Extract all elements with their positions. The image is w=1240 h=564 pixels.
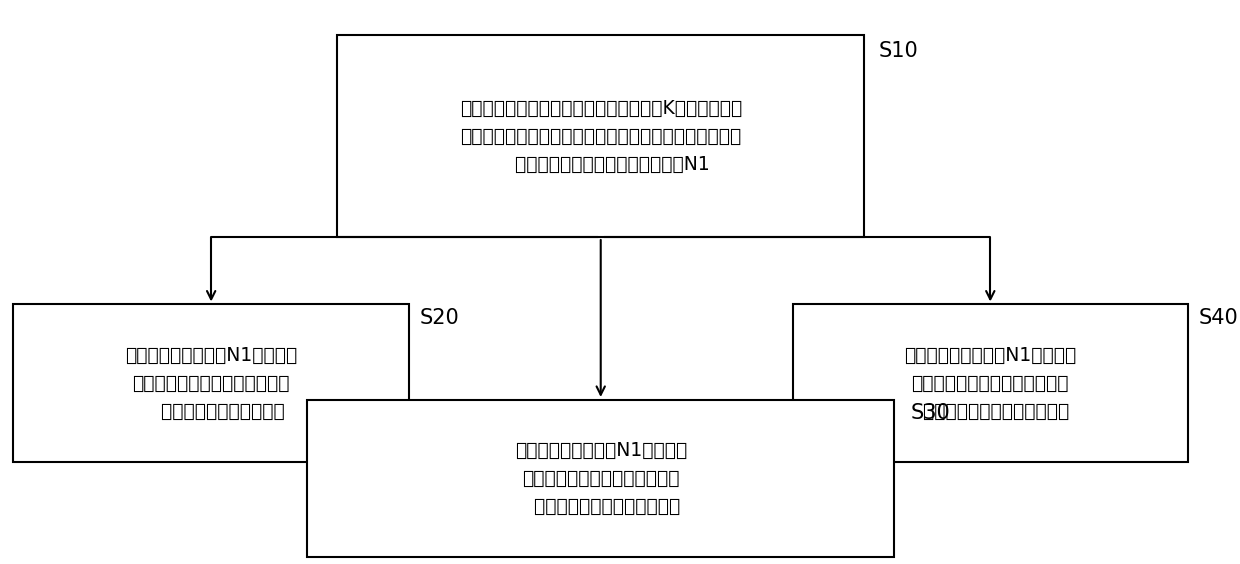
Text: S30: S30 xyxy=(910,403,950,423)
Text: S40: S40 xyxy=(1199,308,1239,328)
Text: S20: S20 xyxy=(419,308,459,328)
FancyBboxPatch shape xyxy=(792,305,1188,461)
FancyBboxPatch shape xyxy=(308,400,894,557)
FancyBboxPatch shape xyxy=(14,305,409,461)
Text: 若所述电动阀门数量N1满足第二
预设条件，保持冷冻水泵的第一
  运行频率和冷冻水的供水温度: 若所述电动阀门数量N1满足第二 预设条件，保持冷冻水泵的第一 运行频率和冷冻水的… xyxy=(515,441,687,516)
Text: S10: S10 xyxy=(878,41,919,61)
Text: 空调机房的制冷主机正常运行时，获取第K时刻、空调末
端组合式风柜中所有电动阀门的第一开度，根据所述第一
    开度确定大于阈值的电动阀门数量N1: 空调机房的制冷主机正常运行时，获取第K时刻、空调末 端组合式风柜中所有电动阀门的… xyxy=(460,99,742,174)
Text: 若所述电动阀门数量N1满足第一
预设条件，根据设定频率、调低
    冷冻水泵的第一运行频率: 若所述电动阀门数量N1满足第一 预设条件，根据设定频率、调低 冷冻水泵的第一运行… xyxy=(125,346,298,421)
FancyBboxPatch shape xyxy=(337,35,864,237)
Text: 若所述电动阀门数量N1满足第三
预设条件，根据所述设定频率、
  调高冷冻水泵的第一运行频率: 若所述电动阀门数量N1满足第三 预设条件，根据所述设定频率、 调高冷冻水泵的第一… xyxy=(904,346,1076,421)
